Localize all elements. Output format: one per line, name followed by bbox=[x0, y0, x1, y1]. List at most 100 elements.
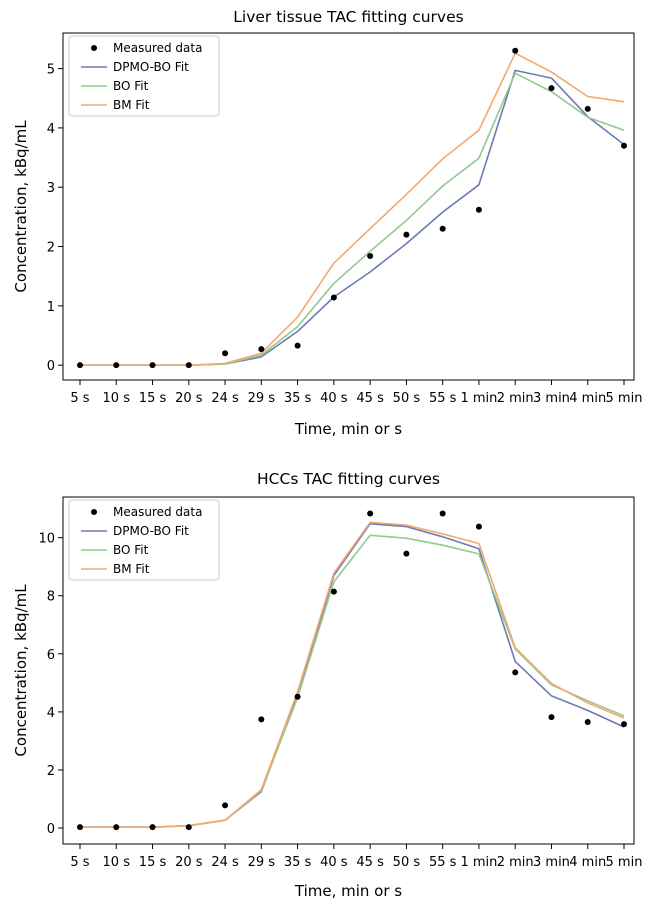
x-tick-label: 1 min bbox=[460, 855, 497, 870]
x-tick-label: 10 s bbox=[103, 391, 131, 406]
data-point bbox=[403, 231, 410, 238]
data-point bbox=[584, 719, 591, 726]
y-axis-label: Concentration, kBq/mL bbox=[12, 584, 30, 757]
data-point bbox=[330, 588, 337, 595]
x-tick-label: 24 s bbox=[211, 855, 239, 870]
data-point bbox=[77, 824, 83, 831]
data-point bbox=[113, 362, 120, 369]
x-tick-label: 55 s bbox=[429, 855, 457, 870]
x-axis-label: Time, min or s bbox=[294, 882, 402, 900]
y-tick-label: 6 bbox=[47, 648, 55, 663]
x-tick-label: 55 s bbox=[429, 391, 457, 406]
data-point bbox=[439, 225, 446, 232]
series-line-3 bbox=[80, 521, 625, 829]
y-tick-label: 3 bbox=[47, 181, 55, 196]
x-tick-label: 10 s bbox=[103, 855, 131, 870]
x-tick-label: 4 min bbox=[569, 391, 606, 406]
x-tick-label: 4 min bbox=[569, 855, 606, 870]
x-tick-label: 2 min bbox=[497, 391, 534, 406]
data-point bbox=[258, 346, 265, 353]
data-point bbox=[621, 142, 627, 149]
x-axis-label: Time, min or s bbox=[294, 420, 402, 438]
y-tick-label: 2 bbox=[47, 241, 55, 256]
y-tick-label: 8 bbox=[47, 590, 55, 605]
legend-frame bbox=[68, 499, 220, 581]
data-point bbox=[294, 693, 301, 700]
legend-frame bbox=[68, 35, 220, 117]
x-tick-label: 5 min bbox=[606, 855, 643, 870]
x-tick-label: 3 min bbox=[533, 855, 570, 870]
data-point bbox=[222, 350, 229, 357]
x-tick-label: 5 s bbox=[70, 391, 89, 406]
data-point bbox=[548, 714, 555, 721]
data-point bbox=[149, 362, 156, 369]
x-tick-label: 40 s bbox=[320, 391, 348, 406]
x-tick-label: 24 s bbox=[211, 391, 239, 406]
x-tick-label: 15 s bbox=[139, 855, 167, 870]
legend-label: BM Fit bbox=[113, 562, 150, 576]
y-axis-label: Concentration, kBq/mL bbox=[12, 120, 30, 293]
data-point bbox=[548, 85, 555, 92]
data-point bbox=[258, 716, 265, 723]
chart-title: Liver tissue TAC fitting curves bbox=[233, 8, 463, 26]
data-point bbox=[584, 105, 591, 112]
x-tick-label: 1 min bbox=[460, 391, 497, 406]
data-point bbox=[185, 824, 192, 831]
legend-label: BM Fit bbox=[113, 98, 150, 112]
x-tick-label: 2 min bbox=[497, 855, 534, 870]
data-point bbox=[185, 362, 192, 369]
legend-label: Measured data bbox=[113, 505, 202, 519]
y-tick-label: 2 bbox=[47, 764, 55, 779]
data-point bbox=[367, 510, 374, 517]
y-tick-label: 10 bbox=[38, 532, 55, 547]
data-point bbox=[512, 47, 519, 54]
legend-marker bbox=[91, 509, 97, 515]
x-tick-label: 50 s bbox=[393, 391, 421, 406]
legend-label: BO Fit bbox=[113, 79, 149, 93]
x-tick-label: 35 s bbox=[284, 855, 312, 870]
data-point bbox=[475, 206, 482, 213]
y-tick-label: 4 bbox=[47, 122, 55, 137]
y-tick-label: 1 bbox=[47, 300, 55, 315]
x-tick-label: 3 min bbox=[533, 391, 570, 406]
x-tick-label: 40 s bbox=[320, 855, 348, 870]
legend-label: BO Fit bbox=[113, 543, 149, 557]
x-tick-label: 15 s bbox=[139, 391, 167, 406]
x-tick-label: 50 s bbox=[393, 855, 421, 870]
data-point bbox=[294, 342, 301, 349]
y-tick-label: 0 bbox=[47, 359, 55, 374]
data-point bbox=[330, 294, 337, 301]
legend: Measured data DPMO-BO Fit BO Fit BM Fit bbox=[68, 35, 220, 117]
y-tick-label: 4 bbox=[47, 706, 55, 721]
data-point bbox=[77, 362, 83, 369]
x-tick-label: 45 s bbox=[356, 391, 384, 406]
plot-frame bbox=[62, 496, 635, 845]
legend-label: DPMO-BO Fit bbox=[113, 60, 189, 74]
x-tick-label: 29 s bbox=[248, 391, 276, 406]
data-point bbox=[621, 721, 627, 728]
chart-2: HCCs TAC fitting curves 0 2 4 6 8 10 5 s 10 s 15 … bbox=[12, 470, 642, 900]
x-tick-label: 20 s bbox=[175, 391, 203, 406]
x-tick-label: 5 min bbox=[606, 391, 643, 406]
x-tick-label: 35 s bbox=[284, 391, 312, 406]
y-tick-label: 5 bbox=[47, 63, 55, 78]
y-tick-label: 0 bbox=[47, 822, 55, 837]
data-point bbox=[439, 510, 446, 517]
data-point bbox=[222, 802, 229, 809]
data-point bbox=[475, 523, 482, 530]
data-point bbox=[512, 669, 519, 676]
series-line-2 bbox=[80, 72, 625, 367]
x-tick-label: 29 s bbox=[248, 855, 276, 870]
data-point bbox=[367, 253, 374, 260]
series-line-3 bbox=[80, 52, 625, 367]
x-tick-label: 5 s bbox=[70, 855, 89, 870]
x-tick-label: 45 s bbox=[356, 855, 384, 870]
x-tick-label: 20 s bbox=[175, 855, 203, 870]
chart-title: HCCs TAC fitting curves bbox=[257, 470, 440, 488]
data-point bbox=[149, 824, 156, 831]
legend-label: DPMO-BO Fit bbox=[113, 524, 189, 538]
data-point bbox=[403, 550, 410, 557]
legend: Measured data DPMO-BO Fit BO Fit BM Fit bbox=[68, 499, 220, 581]
